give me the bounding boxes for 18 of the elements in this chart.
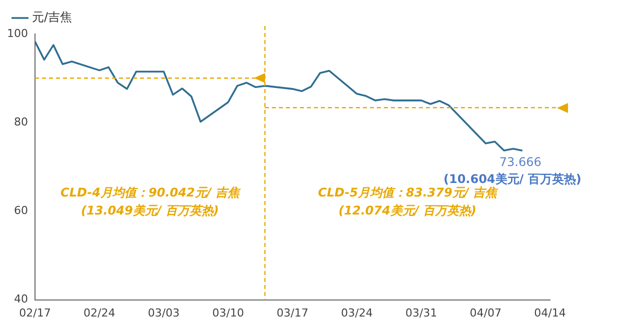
x-tick-label: 03/10: [212, 306, 244, 320]
x-tick-label: 02/17: [19, 306, 51, 320]
x-tick-label: 03/24: [341, 306, 373, 320]
legend-label: 元/吉焦: [32, 10, 72, 24]
ref-line-label: CLD-5月均值：83.379元/ 吉焦 (12.074美元/ 百万英热): [318, 186, 499, 218]
annotation: (10.604美元/ 百万英热): [443, 172, 582, 186]
y-tick-label: 100: [6, 26, 28, 40]
y-tick-label: 80: [14, 115, 28, 128]
x-tick-label: 03/03: [148, 306, 180, 320]
x-tick-label: 04/14: [534, 306, 566, 320]
y-tick-label: 40: [14, 292, 28, 306]
x-tick-label: 03/17: [276, 306, 308, 320]
y-tick-label: 60: [14, 204, 28, 218]
ref-line-label: CLD-4月均值：90.042元/ 吉焦 (13.049美元/ 百万英热): [60, 186, 242, 218]
x-tick-label: 04/07: [470, 306, 502, 320]
x-tick-label: 03/31: [405, 306, 438, 320]
data-label: 73.666: [499, 154, 542, 169]
x-tick-label: 02/24: [84, 306, 116, 320]
